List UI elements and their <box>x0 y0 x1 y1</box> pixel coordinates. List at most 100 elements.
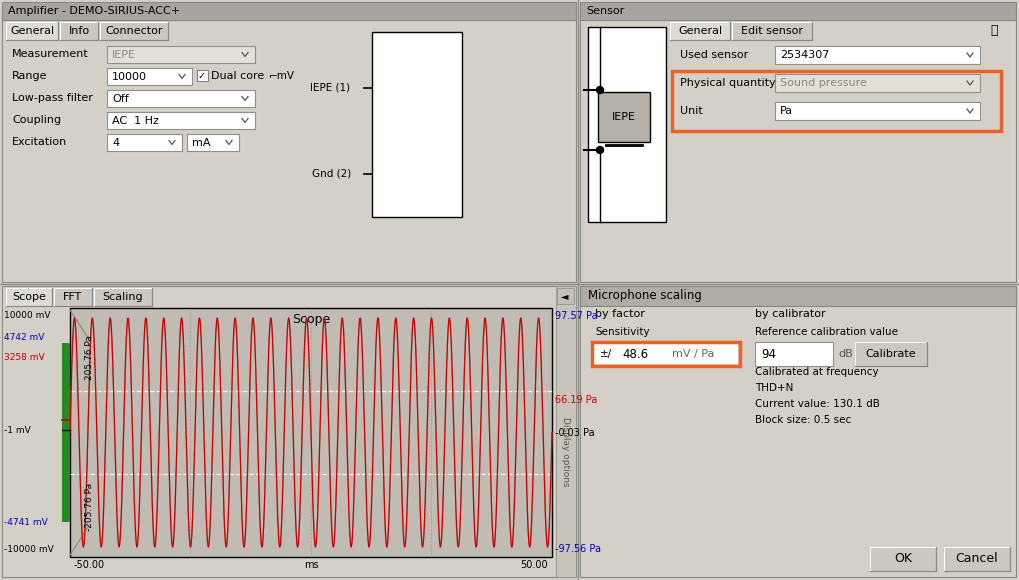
Text: ⌐mV: ⌐mV <box>269 71 294 81</box>
Bar <box>197 70 208 81</box>
Text: AC  1 Hz: AC 1 Hz <box>112 115 159 125</box>
Bar <box>6 288 52 306</box>
Text: Block size: 0.5 sec: Block size: 0.5 sec <box>754 415 851 425</box>
Text: Coupling: Coupling <box>12 115 61 125</box>
Text: General: General <box>10 26 54 36</box>
Text: Cancel: Cancel <box>955 553 998 566</box>
Text: Calibrated at frequency: Calibrated at frequency <box>754 367 877 377</box>
Bar <box>869 547 935 571</box>
Text: 97.57 Pa: 97.57 Pa <box>554 311 597 321</box>
Text: Info: Info <box>68 26 90 36</box>
Text: 50.00: 50.00 <box>520 560 547 570</box>
Text: Used sensor: Used sensor <box>680 50 748 60</box>
Bar <box>107 134 181 151</box>
Text: Low-pass filter: Low-pass filter <box>12 93 93 103</box>
Bar <box>94 288 152 306</box>
Bar <box>591 342 739 366</box>
Bar <box>854 342 926 366</box>
Text: -205.76 Pa: -205.76 Pa <box>86 483 95 531</box>
Text: by factor: by factor <box>594 309 644 319</box>
Text: -4741 mV: -4741 mV <box>4 517 48 527</box>
Bar <box>732 22 811 40</box>
Bar <box>186 134 238 151</box>
Text: THD+N: THD+N <box>754 383 793 393</box>
Text: 205.76 Pa: 205.76 Pa <box>86 335 95 380</box>
Text: Microphone scaling: Microphone scaling <box>587 289 701 303</box>
Text: Display options: Display options <box>560 416 570 486</box>
Text: -97.56 Pa: -97.56 Pa <box>554 544 600 554</box>
Text: Off: Off <box>112 93 128 103</box>
Bar <box>62 343 70 522</box>
Text: Excitation: Excitation <box>12 137 67 147</box>
Text: Physical quantity: Physical quantity <box>680 78 775 88</box>
Text: 66.19 Pa: 66.19 Pa <box>554 395 597 405</box>
Bar <box>107 46 255 63</box>
Text: Pa: Pa <box>780 106 793 116</box>
Bar <box>580 20 1015 282</box>
Circle shape <box>596 147 603 154</box>
Text: -1 mV: -1 mV <box>4 426 31 434</box>
Text: 🔒: 🔒 <box>989 24 997 37</box>
Text: OK: OK <box>893 553 911 566</box>
Text: Edit sensor: Edit sensor <box>740 26 802 36</box>
Text: dB: dB <box>838 349 852 359</box>
Text: IEPE (1): IEPE (1) <box>310 83 350 93</box>
Text: 48.6: 48.6 <box>622 347 647 361</box>
Bar <box>2 286 576 577</box>
Text: Dual core: Dual core <box>211 71 264 81</box>
Text: 4: 4 <box>112 137 119 147</box>
Text: Sensor: Sensor <box>586 6 624 16</box>
Bar <box>107 68 192 85</box>
Bar <box>372 32 462 217</box>
Bar <box>774 46 979 64</box>
Text: 2534307: 2534307 <box>780 50 828 60</box>
Text: IEPE: IEPE <box>112 49 136 60</box>
Text: 4742 mV: 4742 mV <box>4 334 45 342</box>
Text: ✓: ✓ <box>198 71 206 81</box>
Circle shape <box>596 86 603 93</box>
Text: Calibrate: Calibrate <box>865 349 915 359</box>
Bar <box>556 288 574 304</box>
Bar <box>100 22 168 40</box>
Text: Sensitivity: Sensitivity <box>594 327 649 337</box>
Text: ◄: ◄ <box>560 291 569 301</box>
Text: 10000: 10000 <box>112 71 147 82</box>
Bar <box>107 112 255 129</box>
Bar <box>597 92 649 142</box>
Bar <box>943 547 1009 571</box>
Bar <box>593 344 738 364</box>
Text: -10000 mV: -10000 mV <box>4 545 54 553</box>
Text: Unit: Unit <box>680 106 702 116</box>
Text: 94: 94 <box>760 347 775 361</box>
Text: -0.03 Pa: -0.03 Pa <box>554 427 594 437</box>
Bar <box>754 342 833 366</box>
Bar <box>54 288 92 306</box>
Bar <box>580 2 1015 20</box>
Bar <box>70 308 551 557</box>
Text: Range: Range <box>12 71 48 81</box>
Bar <box>555 286 576 577</box>
Bar <box>2 2 576 20</box>
Bar <box>580 286 1015 306</box>
Text: -50.00: -50.00 <box>74 560 105 570</box>
Bar <box>774 102 979 120</box>
Bar <box>774 74 979 92</box>
Text: mV / Pa: mV / Pa <box>672 349 713 359</box>
Text: Scaling: Scaling <box>103 292 144 302</box>
Bar <box>580 286 1015 577</box>
Text: Sound pressure: Sound pressure <box>780 78 866 88</box>
Text: Amplifier - DEMO-SIRIUS-ACC+: Amplifier - DEMO-SIRIUS-ACC+ <box>8 6 180 16</box>
Text: Connector: Connector <box>105 26 163 36</box>
Text: IEPE: IEPE <box>611 112 636 122</box>
Text: Current value: 130.1 dB: Current value: 130.1 dB <box>754 399 879 409</box>
Text: General: General <box>678 26 721 36</box>
Bar <box>672 71 1000 131</box>
Text: 10000 mV: 10000 mV <box>4 311 51 321</box>
Text: Measurement: Measurement <box>12 49 89 59</box>
Text: ms: ms <box>304 560 318 570</box>
Text: 3258 mV: 3258 mV <box>4 353 45 362</box>
Text: Gnd (2): Gnd (2) <box>312 169 351 179</box>
Text: by calibrator: by calibrator <box>754 309 824 319</box>
Bar <box>60 22 98 40</box>
Bar <box>669 22 730 40</box>
